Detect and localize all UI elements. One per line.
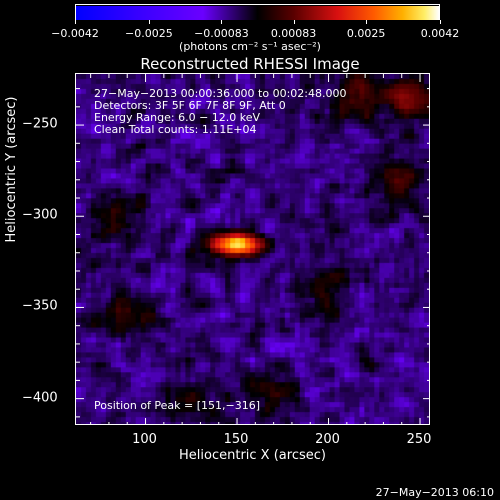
annotation-time: 27−May−2013 00:00:36.000 to 00:02:48.000	[94, 87, 347, 100]
colorbar-tick	[75, 20, 76, 24]
colorbar-tick-label: 0.0042	[420, 27, 460, 40]
plot-area: 27−May−2013 00:00:36.000 to 00:02:48.000…	[75, 73, 430, 425]
colorbar-units: (photons cm⁻² s⁻¹ asec⁻²)	[179, 40, 321, 53]
annotation-energy: Energy Range: 6.0 − 12.0 keV	[94, 111, 261, 124]
colorbar-tick-label: 0.00083	[270, 27, 317, 40]
y-tick-label: −250	[22, 116, 58, 132]
y-tick-label: −400	[22, 390, 58, 406]
colorbar-tick	[221, 20, 223, 24]
y-axis-label: Heliocentric Y (arcsec)	[4, 96, 19, 243]
x-tick-label: 250	[406, 432, 432, 447]
colorbar-tick	[148, 20, 150, 24]
colorbar-tick	[440, 20, 441, 24]
peak-position-label: Position of Peak = [151,−316]	[94, 399, 261, 412]
footer-timestamp: 27−May−2013 06:10	[375, 486, 494, 499]
y-tick-label: −350	[22, 298, 58, 314]
x-tick-label: 200	[315, 432, 340, 447]
colorbar-tick	[293, 20, 295, 24]
colorbar-tick-label: 0.0025	[346, 27, 386, 40]
x-tick-label: 150	[223, 432, 249, 447]
colorbar-tick-label: −0.0042	[51, 27, 99, 40]
colorbar-gradient	[76, 6, 439, 20]
y-tick-label: −300	[22, 207, 58, 223]
colorbar	[75, 4, 440, 20]
colorbar-tick-label: −0.00083	[194, 27, 249, 40]
annotation-detectors: Detectors: 3F 5F 6F 7F 8F 9F, Att 0	[94, 99, 286, 112]
annotation-counts: Clean Total counts: 1.11E+04	[94, 123, 257, 136]
chart-title: Reconstructed RHESSI Image	[140, 55, 360, 73]
colorbar-tick	[366, 20, 368, 24]
colorbar-tick-label: −0.0025	[125, 27, 173, 40]
axis-ticks	[76, 74, 429, 424]
x-axis-label: Heliocentric X (arcsec)	[179, 448, 326, 463]
heatmap-image	[76, 74, 429, 424]
x-tick-label: 100	[132, 432, 157, 447]
